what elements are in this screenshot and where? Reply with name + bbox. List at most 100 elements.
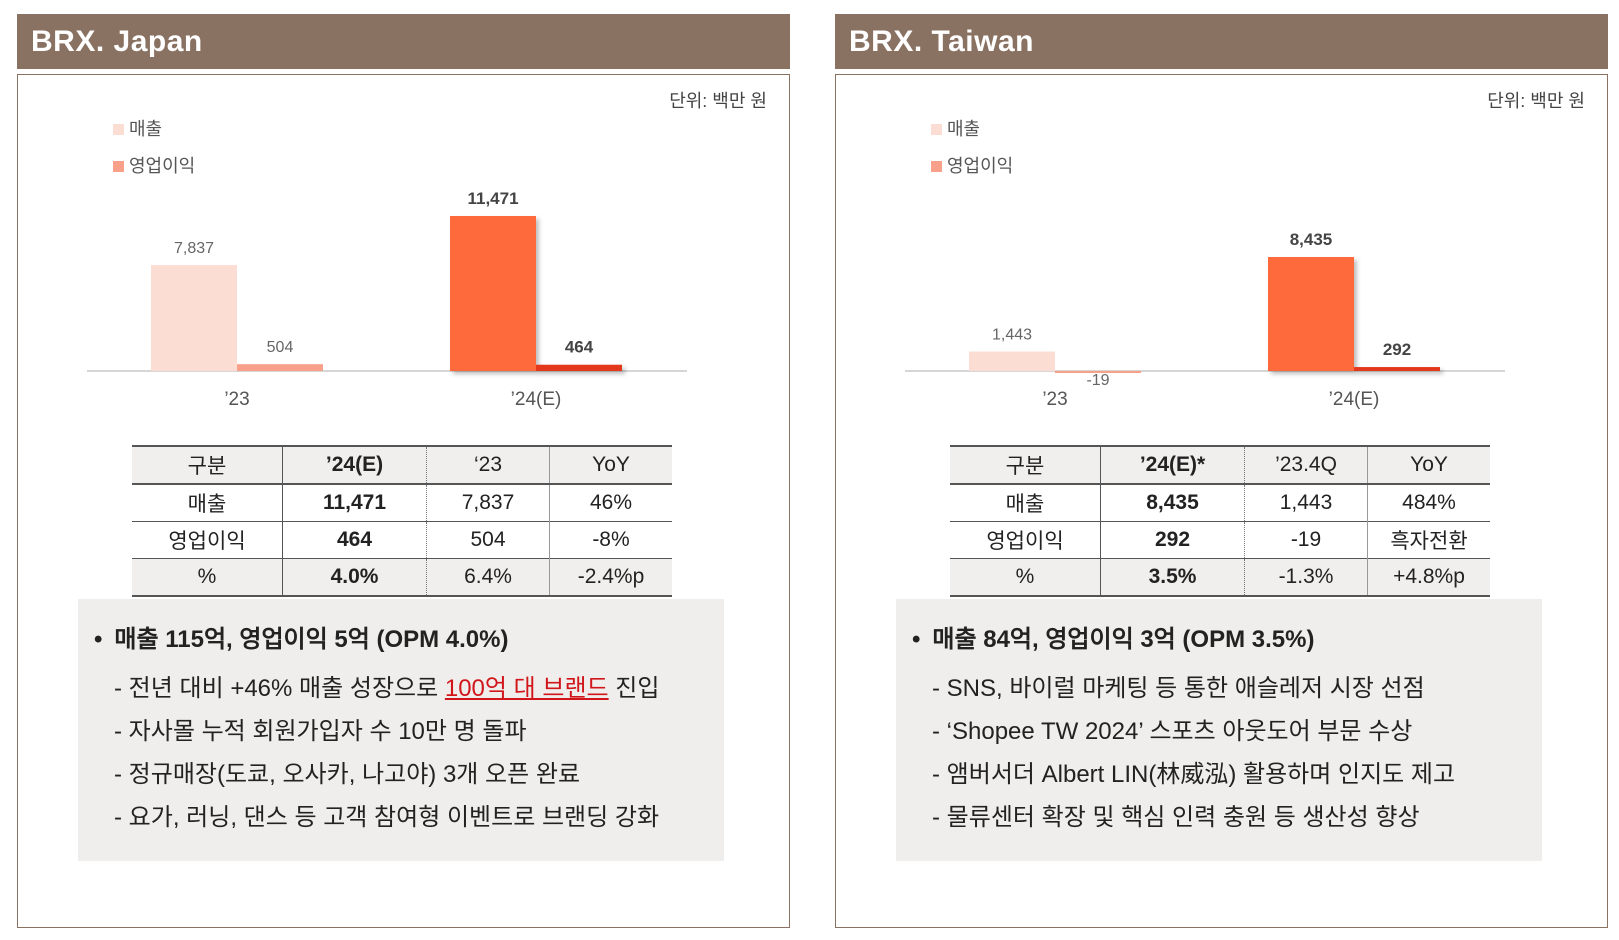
table-header-row: 구분 ’24(E)* ’23.4Q YoY (950, 446, 1490, 485)
legend-swatch-profit (931, 161, 942, 172)
legend-swatch-profit (113, 161, 124, 172)
bar-profit (536, 364, 622, 371)
data-label: -19 (1086, 372, 1109, 389)
notes-headline: • 매출 84억, 영업이익 3억 (OPM 3.5%) (912, 619, 1314, 654)
data-label: 11,471 (467, 189, 518, 208)
headline-text: 매출 84억, 영업이익 3억 (OPM 3.5%) (932, 626, 1315, 653)
list-item: - SNS, 바이럴 마케팅 등 통한 애슬레저 시장 선점 (932, 673, 1455, 716)
list-item: - 전년 대비 +46% 매출 성장으로 100억 대 브랜드 진입 (114, 673, 659, 716)
panel-body: 단위: 백만 원 매출 영업이익 1,443 8,435 -19 292’23’24(… (835, 74, 1608, 928)
item-text: - 정규매장(도쿄, 오사카, 나고야) 3개 오픈 완료 (114, 761, 581, 788)
table-header: ‘23 (426, 446, 550, 485)
bar-sales (969, 351, 1055, 371)
bar-sales (151, 265, 237, 371)
table-cell: 영업이익 (950, 521, 1101, 559)
table-cell: +4.8%p (1393, 565, 1465, 588)
bullet-icon: • (912, 626, 921, 653)
table-header: YoY (549, 446, 672, 485)
list-item: - 자사몰 누적 회원가입자 수 10만 명 돌파 (114, 716, 659, 759)
legend-swatch-sales (113, 124, 124, 135)
legend-label-profit: 영업이익 (947, 156, 1014, 176)
table-cell: % (132, 558, 283, 596)
item-text: - 앰버서더 Albert LIN(林威泓) 활용하며 인지도 제고 (932, 761, 1456, 788)
x-tick-label: ’23 (224, 389, 249, 410)
table-cell: 3.5% (1100, 558, 1245, 596)
table-cell: -1.3% (1244, 558, 1368, 596)
bar-chart-taiwan: 1,443 8,435 -19 292 ’23 ’24(E) (905, 230, 1505, 410)
summary-table-japan: 구분 ’24(E) ‘23 YoY 매출 11,471 7,837 46% 영업… (132, 445, 672, 597)
table-cell: 46% (589, 491, 633, 514)
summary-table-taiwan: 구분 ’24(E)* ’23.4Q YoY 매출 8,435 1,443 484… (950, 445, 1490, 597)
bar-chart-japan: 7,837 11,471 504 464 ’23 ’24(E) (87, 189, 687, 410)
legend-item-sales: 매출 (113, 115, 162, 141)
notes-list: - 전년 대비 +46% 매출 성장으로 100억 대 브랜드 진입 - 자사몰… (114, 673, 659, 845)
table-cell: 8,435 (1100, 484, 1245, 522)
item-text: - 물류센터 확장 및 핵심 인력 충원 등 생산성 향상 (932, 804, 1420, 831)
item-text: - 전년 대비 +46% 매출 성장으로 (114, 675, 445, 702)
headline-text: 매출 115억, 영업이익 5억 (OPM 4.0%) (114, 626, 509, 653)
panel-japan: BRX. Japan 단위: 백만 원 매출 영업이익 7,837 11,471 5… (17, 14, 790, 928)
table-row: 영업이익 464 504 -8% (132, 521, 672, 559)
bar-sales (1268, 257, 1354, 371)
table-row: 매출 11,471 7,837 46% (132, 484, 672, 522)
table-cell: 매출 (132, 484, 283, 522)
legend-label-sales: 매출 (947, 119, 981, 139)
table-cell: 1,443 (1244, 484, 1368, 522)
list-item: - 앰버서더 Albert LIN(林威泓) 활용하며 인지도 제고 (932, 759, 1455, 802)
table-cell: 292 (1100, 521, 1245, 559)
legend-label-sales: 매출 (129, 119, 163, 139)
notes-headline: • 매출 115억, 영업이익 5억 (OPM 4.0%) (94, 619, 508, 654)
data-label: 1,443 (992, 327, 1032, 344)
panel-title: BRX. Japan (17, 14, 790, 69)
unit-label: 단위: 백만 원 (1487, 91, 1585, 111)
notes-box: • 매출 84억, 영업이익 3억 (OPM 3.5%) - SNS, 바이럴 마… (896, 599, 1542, 861)
bar-profit (1055, 371, 1141, 373)
highlight-text: 100억 대 브랜드 (444, 675, 609, 702)
table-header: ’23.4Q (1244, 446, 1368, 485)
table-cell: 504 (426, 521, 550, 559)
panel-taiwan: BRX. Taiwan 단위: 백만 원 매출 영업이익 1,443 8,435-… (835, 14, 1608, 928)
table-cell: 464 (282, 521, 427, 559)
table-cell: -19 (1244, 521, 1368, 559)
data-label: 7,837 (174, 240, 214, 257)
table-cell: -8% (592, 528, 630, 551)
data-label: 464 (565, 338, 594, 357)
table-row: 영업이익 292 -19 흑자전환 (950, 521, 1490, 559)
x-tick-label: ’24(E) (511, 389, 562, 410)
table-cell: 7,837 (426, 484, 550, 522)
list-item: - 물류센터 확장 및 핵심 인력 충원 등 생산성 향상 (932, 802, 1455, 845)
legend-item-profit: 영업이익 (113, 152, 195, 178)
x-tick-label: ’23 (1042, 389, 1067, 410)
unit-label: 단위: 백만 원 (669, 91, 767, 111)
item-text-suffix: 진입 (608, 675, 660, 702)
legend-item-sales: 매출 (931, 115, 980, 141)
table-row: % 4.0% 6.4% -2.4%p (132, 558, 672, 596)
list-item: - ‘Shopee TW 2024’ 스포츠 아웃도어 부문 수상 (932, 716, 1455, 759)
table-cell: 매출 (950, 484, 1101, 522)
bullet-icon: • (94, 626, 103, 653)
panel-body: 단위: 백만 원 매출 영업이익 7,837 11,471 504 464’23’24… (17, 74, 790, 928)
list-item: - 요가, 러닝, 댄스 등 고객 참여형 이벤트로 브랜딩 강화 (114, 802, 659, 845)
legend-swatch-sales (931, 124, 942, 135)
table-cell: -2.4%p (577, 565, 645, 588)
table-cell: 6.4% (426, 558, 550, 596)
legend-label-profit: 영업이익 (129, 156, 196, 176)
item-text: - SNS, 바이럴 마케팅 등 통한 애슬레저 시장 선점 (932, 675, 1425, 702)
table-cell: 11,471 (282, 484, 427, 522)
table-header: 구분 (950, 446, 1101, 485)
x-tick-label: ’24(E) (1329, 389, 1380, 410)
bar-profit (1354, 367, 1440, 371)
item-text: - 자사몰 누적 회원가입자 수 10만 명 돌파 (114, 718, 527, 745)
notes-list: - SNS, 바이럴 마케팅 등 통한 애슬레저 시장 선점 - ‘Shopee… (932, 673, 1455, 845)
bar-sales (450, 216, 536, 371)
table-header: ’24(E) (282, 446, 427, 485)
item-text: - 요가, 러닝, 댄스 등 고객 참여형 이벤트로 브랜딩 강화 (114, 804, 660, 831)
table-row: % 3.5% -1.3% +4.8%p (950, 558, 1490, 596)
table-row: 매출 8,435 1,443 484% (950, 484, 1490, 522)
table-header: 구분 (132, 446, 283, 485)
data-label: 504 (267, 339, 294, 356)
table-cell: 4.0% (282, 558, 427, 596)
table-header: YoY (1367, 446, 1490, 485)
table-header-row: 구분 ’24(E) ‘23 YoY (132, 446, 672, 485)
table-cell: 흑자전환 (1390, 530, 1468, 553)
